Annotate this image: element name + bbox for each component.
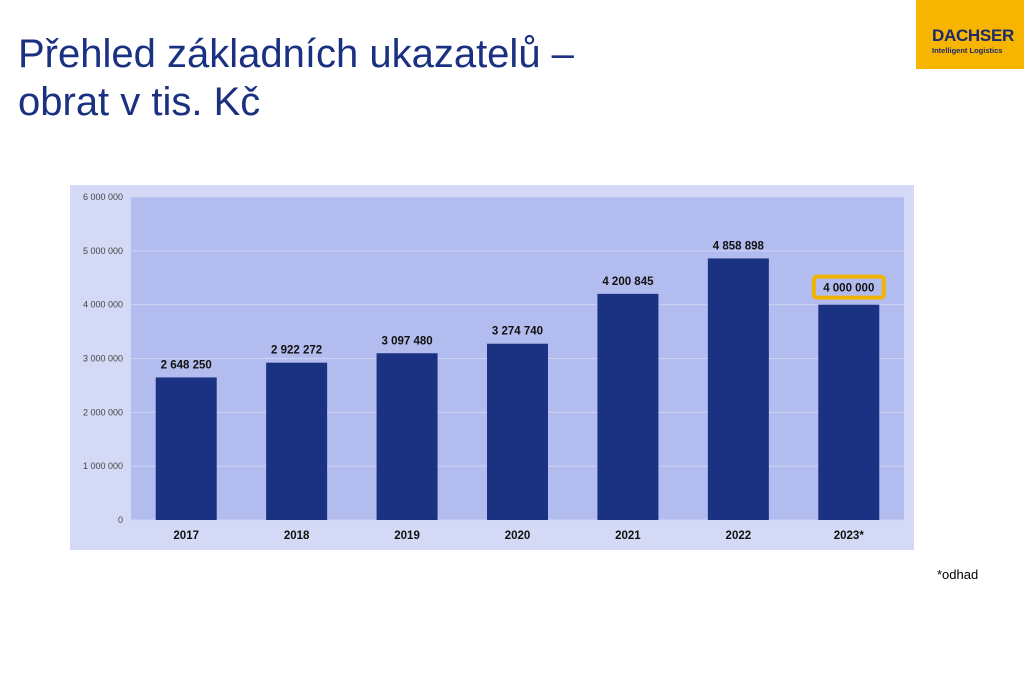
x-tick-label: 2021 xyxy=(615,530,641,542)
y-tick-label: 2 000 000 xyxy=(83,407,123,417)
highlight-box xyxy=(811,274,886,300)
x-tick-label: 2018 xyxy=(284,530,310,542)
page-title: Přehled základních ukazatelů – obrat v t… xyxy=(18,30,878,126)
data-label: 4 858 898 xyxy=(713,240,765,252)
chart-frame: 0 1 000 000 2 000 000 3 000 000 4 000 000 5 0… xyxy=(70,185,914,550)
y-tick-label: 4 000 000 xyxy=(83,300,123,310)
x-tick-label: 2017 xyxy=(173,530,199,542)
logo-tagline: Intelligent Logistics xyxy=(932,46,1003,55)
bar xyxy=(597,293,659,520)
y-tick-label: 0 xyxy=(118,515,123,525)
y-tick-label: 3 000 000 xyxy=(83,354,123,364)
bar xyxy=(818,304,880,520)
x-tick-label: 2019 xyxy=(394,530,420,542)
y-tick-label: 6 000 000 xyxy=(83,192,123,202)
data-label: 3 097 480 xyxy=(381,335,432,347)
x-tick-label: 2020 xyxy=(505,530,531,542)
y-tick-label: 1 000 000 xyxy=(83,461,123,471)
bar xyxy=(487,343,548,520)
data-label: 4 200 845 xyxy=(602,276,654,288)
revenue-bar-chart: 0 1 000 000 2 000 000 3 000 000 4 000 000 5 0… xyxy=(83,192,904,542)
dachser-logo: DACHSER Intelligent Logistics xyxy=(916,0,1024,69)
footnote: *odhad xyxy=(937,567,979,582)
bar xyxy=(707,258,769,520)
page-title-line-1: Přehled základních ukazatelů – xyxy=(18,32,574,76)
x-tick-label: 2023* xyxy=(834,530,865,542)
data-label: 3 274 740 xyxy=(492,326,543,338)
bar xyxy=(376,353,438,520)
data-label: 4 000 000 xyxy=(823,283,874,295)
bar xyxy=(155,377,217,520)
data-label: 2 922 272 xyxy=(271,345,322,357)
page-title-line-2: obrat v tis. Kč xyxy=(18,80,261,124)
logo-name: DACHSER xyxy=(932,26,1014,45)
x-tick-label: 2022 xyxy=(726,530,752,542)
data-label: 2 648 250 xyxy=(161,359,212,371)
y-tick-label: 5 000 000 xyxy=(83,246,123,256)
bar xyxy=(266,362,328,520)
